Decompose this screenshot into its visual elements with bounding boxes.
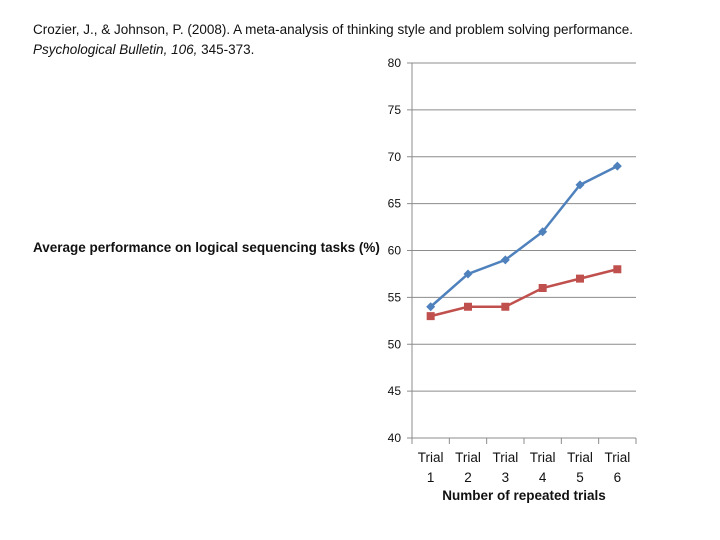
series-1-point-3: [500, 255, 510, 265]
series-2-point-3: [501, 302, 510, 311]
axes: 40 45 50 55 60 65 70 75 80 Trial 1 Trial 2 Trial 3 Tria…: [388, 56, 637, 485]
y-tick-label-60: 60: [388, 244, 402, 258]
series: [426, 161, 622, 321]
y-tick-label-80: 80: [388, 56, 402, 70]
x-tick-label-3: Trial 3: [492, 450, 518, 485]
series-1-line: [429, 165, 618, 308]
series-2-point-1: [426, 312, 435, 321]
series-1-point-6: [612, 161, 622, 171]
y-axis-title: Average performance on logical sequencin…: [33, 240, 380, 255]
x-tick-label-2: Trial 2: [455, 450, 481, 485]
x-tick-label-4: Trial 4: [530, 450, 556, 485]
citation-line-2: Psychological Bulletin, 106, 345-373.: [33, 40, 713, 60]
y-tick-label-45: 45: [388, 384, 402, 398]
series-2-point-4: [538, 284, 547, 292]
citation-pages: 345-373.: [197, 42, 255, 57]
series-2-point-5: [576, 274, 584, 283]
x-tick-label-5: Trial 5: [567, 450, 593, 485]
gridlines: [412, 62, 636, 439]
series-1-point-1: [426, 302, 436, 312]
citation: Crozier, J., & Johnson, P. (2008). A met…: [33, 20, 713, 60]
series-2-point-2: [464, 302, 472, 311]
y-tick-label-75: 75: [388, 103, 402, 117]
y-tick-label-55: 55: [388, 290, 402, 304]
y-tick-label-40: 40: [388, 431, 402, 445]
series-1-point-2: [463, 269, 473, 279]
y-tick-label-50: 50: [388, 337, 402, 351]
x-axis-title: Number of repeated trials: [442, 488, 606, 503]
x-tick-label-6: Trial 6: [604, 450, 630, 485]
citation-journal: Psychological Bulletin, 106,: [33, 42, 198, 57]
series-1-point-5: [575, 180, 585, 190]
y-tick-label-65: 65: [388, 197, 402, 211]
series-2-line: [430, 268, 618, 318]
series-1-point-4: [538, 227, 548, 237]
citation-line-1: Crozier, J., & Johnson, P. (2008). A met…: [33, 22, 634, 37]
x-tick-label-1: Trial 1: [418, 450, 444, 485]
y-tick-label-70: 70: [388, 150, 402, 164]
series-2-point-6: [613, 265, 622, 274]
